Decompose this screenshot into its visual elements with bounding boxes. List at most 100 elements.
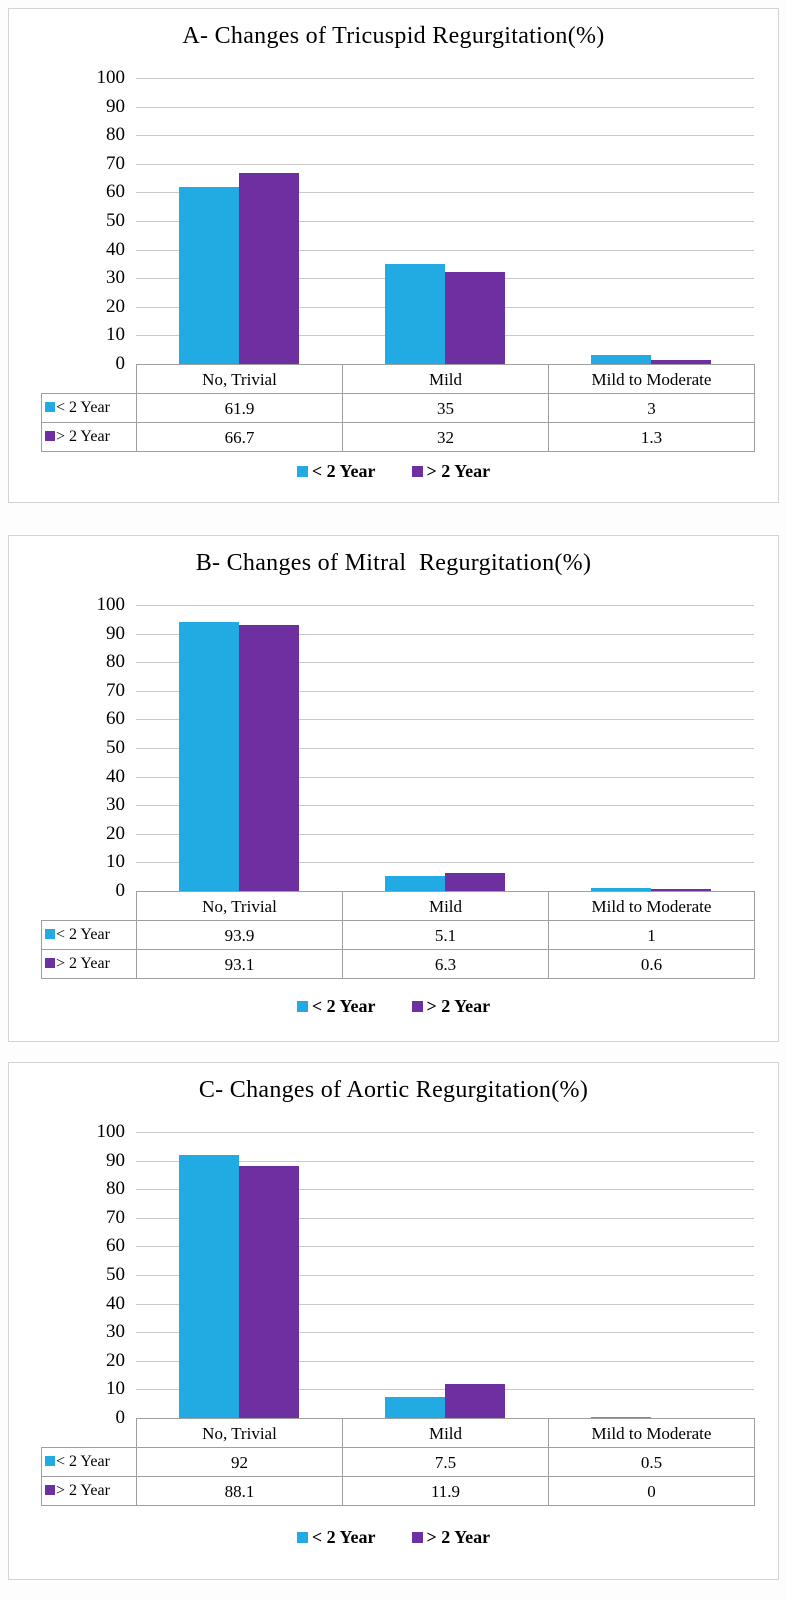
bar-series1-cat3 <box>591 355 651 364</box>
gridline <box>136 690 754 692</box>
table-value-cell: 11.9 <box>342 1476 549 1506</box>
table-header-row: No, Trivial Mild Mild to Moderate <box>42 364 755 394</box>
bar-series1-cat3 <box>591 1417 651 1418</box>
y-axis-tick-label: 50 <box>106 1264 125 1285</box>
table-row-label: > 2 Year <box>41 1476 137 1506</box>
legend-swatch-gt2year-icon <box>411 1001 423 1012</box>
legend-label-gt2year: > 2 Year <box>426 461 491 481</box>
plot-area: 100 90 80 70 60 50 40 30 20 10 0 <box>97 67 754 374</box>
gridline <box>136 833 754 835</box>
table-value-cell: 1.3 <box>548 422 755 452</box>
legend-item-gt2year: > 2 Year <box>411 461 491 482</box>
table-category-header: No, Trivial <box>136 364 343 394</box>
gridline <box>136 633 754 635</box>
bar-series2-cat1 <box>239 1166 299 1418</box>
legend-item-lt2year: < 2 Year <box>296 461 376 482</box>
y-axis-tick-label: 0 <box>115 353 126 374</box>
bar-series1-cat2 <box>385 1397 445 1418</box>
gridline <box>136 605 754 606</box>
chart-title: C- Changes of Aortic Regurgitation(%) <box>198 1077 589 1103</box>
gridline <box>136 662 754 664</box>
y-axis-tick-label: 100 <box>96 67 126 88</box>
table-category-header: No, Trivial <box>136 1418 343 1448</box>
table-value-cell: 1 <box>548 920 755 950</box>
legend-label-gt2year: > 2 Year <box>426 1527 491 1547</box>
y-axis-tick-label: 40 <box>106 765 125 787</box>
chart-panel-b: B- Changes of Mitral Regurgitation(%) 10… <box>8 535 779 1042</box>
table-category-header: Mild <box>342 1418 549 1448</box>
legend-label-lt2year: < 2 Year <box>311 461 376 481</box>
gridline <box>136 805 754 807</box>
legend: < 2 Year > 2 Year <box>9 1527 778 1548</box>
table-row-label: < 2 Year <box>41 920 137 950</box>
table-category-header: No, Trivial <box>136 891 343 921</box>
legend-item-lt2year: < 2 Year <box>296 996 376 1017</box>
legend: < 2 Year > 2 Year <box>9 461 778 482</box>
legend-swatch-gt2year-icon <box>411 1532 423 1543</box>
table-row: > 2 Year 66.7 32 1.3 <box>41 422 755 452</box>
table-header-row: No, Trivial Mild Mild to Moderate <box>42 1418 755 1448</box>
gridline <box>136 135 754 137</box>
gridline <box>136 1132 754 1133</box>
table-value-cell: 0 <box>548 1476 755 1506</box>
chart-title: A- Changes of Tricuspid Regurgitation(%) <box>182 23 605 49</box>
row-swatch-icon <box>45 957 55 968</box>
table-category-header: Mild <box>342 891 549 921</box>
y-axis-tick-label: 30 <box>106 1321 125 1343</box>
legend-item-gt2year: > 2 Year <box>411 996 490 1017</box>
y-axis-tick-label: 50 <box>106 737 125 758</box>
bar-series1-cat2 <box>385 264 445 364</box>
y-axis-tick-label: 70 <box>106 1206 125 1228</box>
table-row: > 2 Year 88.1 11.9 0 <box>41 1476 755 1506</box>
legend: < 2 Year > 2 Year <box>9 996 778 1017</box>
table-corner-cell <box>42 365 137 394</box>
bar-series2-cat1 <box>239 625 299 891</box>
table-category-header: Mild to Moderate <box>548 364 755 394</box>
bar-series2-cat3 <box>651 360 711 364</box>
gridline <box>136 249 754 251</box>
gridline <box>136 192 754 194</box>
table-value-cell: 7.5 <box>342 1447 549 1477</box>
legend-swatch-lt2year-icon <box>296 1532 308 1543</box>
table-value-cell: 6.3 <box>342 949 549 979</box>
chart-panel-c: C- Changes of Aortic Regurgitation(%) 10… <box>8 1062 779 1580</box>
table-row: < 2 Year 93.9 5.1 1 <box>41 920 755 950</box>
bar-series1-cat1 <box>179 187 239 364</box>
y-axis-tick-label: 70 <box>106 679 125 701</box>
table-row: < 2 Year 61.9 35 3 <box>41 393 755 423</box>
y-axis-tick-label: 100 <box>96 1121 126 1142</box>
y-axis-tick-label: 30 <box>106 794 125 816</box>
legend-swatch-lt2year-icon <box>296 1001 308 1012</box>
y-axis-tick-label: 50 <box>106 210 125 231</box>
data-table: No, Trivial Mild Mild to Moderate < 2 Year 9… <box>41 891 755 979</box>
table-value-cell: 92 <box>136 1447 343 1477</box>
table-row: > 2 Year 93.1 6.3 0.6 <box>41 949 755 979</box>
table-category-header: Mild <box>342 364 549 394</box>
table-value-cell: 88.1 <box>136 1476 343 1506</box>
bar-series2-cat2 <box>445 873 505 891</box>
legend-item-gt2year: > 2 Year <box>411 1527 491 1548</box>
gridline <box>136 1275 754 1276</box>
legend-label-lt2year: < 2 Year <box>311 1527 376 1547</box>
table-value-cell: 5.1 <box>342 920 549 950</box>
legend-label-lt2year: < 2 Year <box>311 996 376 1016</box>
gridline <box>136 776 754 778</box>
gridline <box>136 1332 754 1334</box>
bar-series2-cat2 <box>445 272 505 364</box>
y-axis-tick-label: 40 <box>106 1292 125 1314</box>
gridline <box>136 1246 754 1248</box>
y-axis-tick-label: 90 <box>106 95 125 117</box>
y-axis-tick-label: 80 <box>106 651 125 673</box>
gridline <box>136 748 754 749</box>
data-table: No, Trivial Mild Mild to Moderate < 2 Year 6… <box>41 364 755 452</box>
row-swatch-icon <box>45 928 55 939</box>
legend-item-lt2year: < 2 Year <box>296 1527 376 1548</box>
gridline <box>136 221 754 222</box>
y-axis-tick-label: 90 <box>106 1149 125 1171</box>
plot-area: 100 90 80 70 60 50 40 30 20 10 0 <box>97 594 754 901</box>
table-row-label: > 2 Year <box>41 422 137 452</box>
bar-series1-cat3 <box>591 888 651 891</box>
y-axis-tick-label: 60 <box>106 708 125 730</box>
gridline <box>136 1303 754 1305</box>
bar-series2-cat2 <box>445 1384 505 1418</box>
